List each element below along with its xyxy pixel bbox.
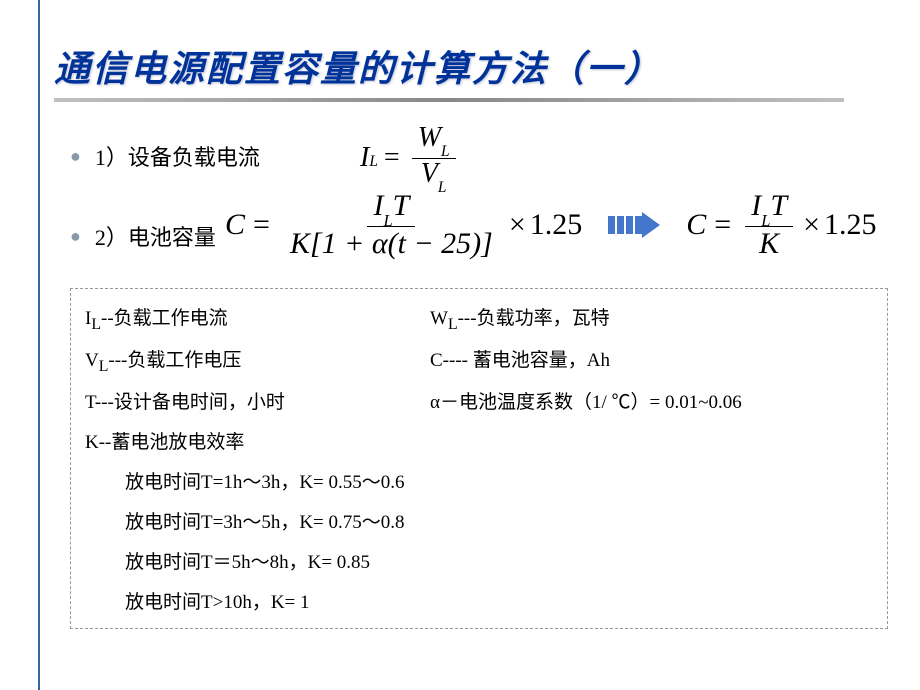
d-r2l-sub: L [99,358,109,375]
def-row: T---设计备电时间，小时 α－电池温度系数（1/ ℃）= 0.01~0.06 [85,383,873,423]
IL-eq: = [384,142,400,174]
d-r2r: C---- 蓄电池容量，Ah [430,341,873,383]
title-area: 通信电源配置容量的计算方法（一） [54,40,874,102]
formula-IL: IL = WL VL [360,123,462,193]
formula-C-full: C = ILT K[1 + α(t − 25)] × 1.25 [225,189,582,260]
content-area: ● 1）设备负载电流 IL = WL VL ● 2）电池容量 C = ILT K… [70,130,890,262]
Csimple-den: K [753,227,785,260]
vertical-divider [38,0,40,690]
d-r4: K--蓄电池放电效率 [85,423,873,463]
Csimple-eq: = [714,208,731,242]
IL-num-sym: W [418,122,441,153]
d-k4: 放电时间T>10h，K= 1 [85,583,873,623]
d-r3r: α－电池温度系数（1/ ℃）= 0.01~0.06 [430,383,873,423]
formula-C-row: C = ILT K[1 + α(t − 25)] × 1.25 C = ILT … [225,189,877,260]
IL-den-sym: V [421,158,438,189]
Csimple-fraction: ILT K [745,189,793,260]
d-k2: 放电时间T=3h～5h，K= 0.75～0.8 [85,503,873,543]
d-r2l-pre: V [85,350,99,371]
def-row: IL--负载工作电流 WL---负载功率，瓦特 [85,299,873,341]
bullet-icon: ● [70,146,81,167]
formula-C-simple: C = ILT K × 1.25 [686,189,876,260]
bullet-text-2: 2）电池容量 [95,220,216,252]
Cfull-mult: × [509,208,526,242]
IL-num-sub: L [441,143,450,160]
Cfull-num-tail: T [393,189,410,222]
IL-lhs-sub: L [369,153,378,171]
d-r1r-post: ---负载功率，瓦特 [458,308,610,329]
Cfull-eq: = [253,208,270,242]
Csimple-num-sym: I [751,189,761,222]
Cfull-num-sym: I [373,189,383,222]
d-r2l-post: ---负载工作电压 [108,350,241,371]
d-r1l-post: --负载工作电流 [101,308,228,329]
Cfull-fraction: ILT K[1 + α(t − 25)] [284,189,499,260]
Csimple-num-tail: T [770,189,787,222]
d-r1r-sub: L [448,316,458,333]
arrow-icon [608,212,660,238]
def-row: VL---负载工作电压 C---- 蓄电池容量，Ah [85,341,873,383]
bullet-text-1: 1）设备负载电流 [95,140,260,172]
d-k1: 放电时间T=1h～3h，K= 0.55～0.6 [85,463,873,503]
Cfull-num-sub: L [383,211,392,230]
Cfull-factor: 1.25 [530,208,583,242]
Csimple-mult: × [803,208,820,242]
Csimple-num-sub: L [761,211,770,230]
Csimple-lhs: C [686,208,706,242]
page-title: 通信电源配置容量的计算方法（一） [54,40,874,92]
Cfull-lhs: C [225,208,245,242]
d-k3: 放电时间T＝5h～8h，K= 0.85 [85,543,873,583]
IL-lhs-sym: I [360,142,369,174]
d-r3l: T---设计备电时间，小时 [85,383,430,423]
d-r1r-pre: W [430,308,448,329]
title-underline [54,98,844,102]
bullet-icon: ● [70,226,81,247]
IL-fraction: WL VL [412,123,456,193]
bullet-row-1: ● 1）设备负载电流 [70,140,890,172]
Cfull-den: K[1 + α(t − 25)] [284,227,499,260]
Csimple-factor: 1.25 [824,208,877,242]
definitions-box: IL--负载工作电流 WL---负载功率，瓦特 VL---负载工作电压 C---… [70,288,888,629]
d-r1l-sub: L [91,316,101,333]
